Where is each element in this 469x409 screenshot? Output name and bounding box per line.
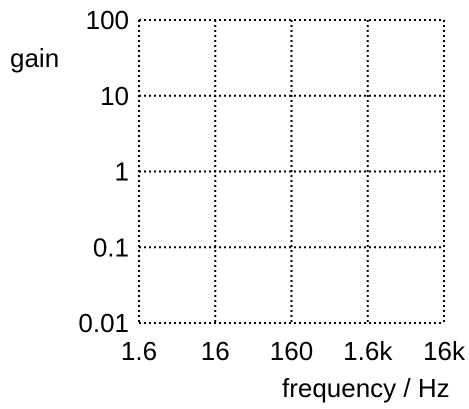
y-tick-label: 0.1 [93, 232, 129, 262]
x-axis-label: frequency / Hz [282, 373, 450, 403]
y-tick-label: 100 [86, 5, 129, 35]
x-tick-label: 16k [423, 336, 466, 366]
y-axis-label: gain [10, 43, 59, 73]
y-tick-label: 0.01 [78, 308, 129, 338]
grid [138, 19, 445, 324]
x-tick-labels: 1.6 16 160 1.6k 16k [121, 336, 466, 366]
x-tick-label: 160 [270, 336, 313, 366]
x-tick-label: 1.6 [121, 336, 157, 366]
x-tick-label: 1.6k [343, 336, 393, 366]
y-tick-labels: 0.01 0.1 1 10 100 [78, 5, 129, 338]
x-tick-label: 16 [201, 336, 230, 366]
y-tick-label: 1 [115, 157, 129, 187]
y-tick-label: 10 [100, 81, 129, 111]
